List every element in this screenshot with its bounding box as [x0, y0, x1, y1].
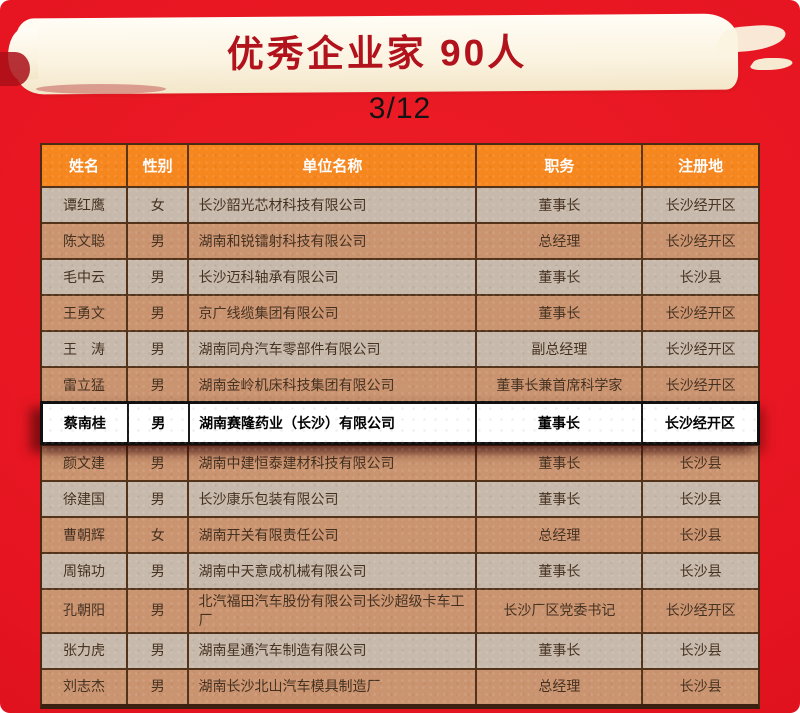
cell-name: 颜文建: [42, 444, 128, 480]
cell-location: 长沙县: [643, 444, 758, 480]
table-row-highlighted: 蔡南桂男湖南赛隆药业（长沙）有限公司 董事长 长沙经开区: [40, 401, 760, 445]
cell-name: 曹朝辉: [42, 516, 128, 552]
table-row: 曹朝辉女湖南开关有限责任公司 总经理 长沙县: [42, 516, 758, 552]
header-location: 注册地: [678, 158, 724, 175]
cell-name: 谭红鹰: [42, 186, 128, 222]
cell-position: 长沙厂区党委书记: [477, 588, 644, 632]
cell-location: 长沙县: [643, 667, 758, 704]
cell-position: 董事长: [477, 552, 644, 588]
entrepreneur-table: 姓名 性别 单位名称 职务 注册地 谭红鹰女长沙韶光芯材科技有限公司 董事长 长沙经…: [40, 143, 760, 709]
cell-company: 北汽福田汽车股份有限公司长沙超级卡车工厂: [189, 588, 478, 632]
cell-location: 长沙经开区: [643, 222, 758, 258]
cell-position: 董事长: [477, 404, 643, 442]
cell-gender: 男: [127, 667, 190, 704]
cell-company: 湖南同舟汽车零部件有限公司: [189, 330, 478, 366]
cell-position: 总经理: [477, 222, 644, 258]
cell-gender: 男: [127, 588, 190, 632]
cell-name: 雷立猛: [42, 366, 128, 402]
cell-location: 长沙县: [643, 480, 758, 516]
cell-gender: 男: [127, 330, 190, 366]
cell-position: 董事长: [477, 480, 644, 516]
cell-gender: 男: [128, 404, 191, 442]
table-row: 谭红鹰女长沙韶光芯材科技有限公司 董事长 长沙经开区: [42, 186, 758, 222]
header-gender: 性别: [128, 145, 190, 186]
table-row: 雷立猛男湖南金岭机床科技集团有限公司 董事长兼首席科学家 长沙经开区: [42, 366, 758, 402]
cell-location: 长沙经开区: [643, 366, 758, 402]
table-row: 毛中云男长沙迈科轴承有限公司 董事长 长沙县: [42, 258, 758, 294]
cell-company: 长沙康乐包装有限公司: [189, 480, 478, 516]
cell-position: 副总经理: [477, 330, 644, 366]
cell-location: 长沙县: [643, 516, 758, 552]
table-row: 孔朝阳男北汽福田汽车股份有限公司长沙超级卡车工厂 长沙厂区党委书记 长沙经开区: [42, 588, 758, 632]
table-row: 王勇文男京广线缆集团有限公司 董事长 长沙经开区: [42, 294, 758, 330]
table-row: 王 涛男湖南同舟汽车零部件有限公司 副总经理 长沙经开区: [42, 330, 758, 366]
cell-position: 董事长: [477, 294, 644, 330]
cell-location: 长沙县: [643, 631, 758, 668]
cell-name: 孔朝阳: [42, 588, 128, 632]
cell-gender: 男: [127, 222, 190, 258]
cell-position: 总经理: [477, 667, 644, 704]
cell-position: 董事长: [477, 186, 644, 222]
cell-gender: 女: [127, 516, 190, 552]
cell-company: 湖南长沙北山汽车模具制造厂: [189, 667, 478, 704]
table-row: 颜文建男湖南中建恒泰建材科技有限公司 董事长 长沙县: [42, 444, 758, 480]
table-row: 周锦功男湖南中天意成机械有限公司 董事长 长沙县: [42, 552, 758, 588]
cell-company: 湖南中天意成机械有限公司: [189, 552, 478, 588]
cell-gender: 女: [127, 186, 190, 222]
cell-location: 长沙经开区: [643, 588, 758, 632]
cell-location: 长沙经开区: [642, 404, 757, 442]
cell-position: 董事长兼首席科学家: [477, 366, 644, 402]
cell-position: 董事长: [477, 258, 644, 294]
cell-gender: 男: [127, 480, 190, 516]
brush-smudge: [0, 52, 30, 86]
cell-company: 京广线缆集团有限公司: [189, 294, 478, 330]
cell-name: 徐建国: [42, 480, 128, 516]
cell-location: 长沙县: [643, 258, 758, 294]
cell-name: 陈文聪: [42, 222, 128, 258]
table-row: 徐建国男长沙康乐包装有限公司 董事长 长沙县: [42, 480, 758, 516]
cell-company: 长沙韶光芯材科技有限公司: [189, 186, 478, 222]
cell-gender: 男: [127, 631, 190, 668]
cell-name: 刘志杰: [42, 667, 128, 704]
cell-gender: 男: [127, 366, 190, 402]
banner-title: 优秀企业家 90人: [226, 31, 528, 76]
cell-location: 长沙经开区: [643, 186, 758, 222]
brush-smudge: [36, 84, 166, 94]
cell-company: 湖南和锐镭射科技有限公司: [189, 222, 478, 258]
cell-location: 长沙经开区: [643, 330, 758, 366]
cell-position: 董事长: [477, 444, 644, 480]
brush-stroke-banner: 优秀企业家 90人: [15, 13, 739, 95]
cell-gender: 男: [127, 552, 190, 588]
cell-gender: 男: [127, 258, 190, 294]
header-company: 单位名称: [189, 145, 478, 186]
cell-company: 湖南星通汽车制造有限公司: [189, 631, 478, 668]
cell-company: 湖南金岭机床科技集团有限公司: [189, 366, 478, 402]
cell-company: 长沙迈科轴承有限公司: [189, 258, 478, 294]
cell-company: 湖南开关有限责任公司: [189, 516, 478, 552]
table-header-row: 姓名 性别 单位名称 职务 注册地: [42, 145, 758, 186]
table-row: 张力虎男湖南星通汽车制造有限公司 董事长 长沙县: [42, 631, 758, 668]
table-body: 谭红鹰女长沙韶光芯材科技有限公司 董事长 长沙经开区 陈文聪男湖南和锐镭射科技有限公司…: [40, 186, 760, 704]
cell-name: 周锦功: [42, 552, 128, 588]
cell-name: 蔡南桂: [43, 404, 129, 442]
cell-name: 王勇文: [42, 294, 128, 330]
page-indicator: 3/12: [368, 92, 432, 125]
cell-location: 长沙县: [643, 552, 758, 588]
cell-gender: 男: [127, 444, 190, 480]
cell-company: 湖南赛隆药业（长沙）有限公司: [190, 404, 478, 442]
table-row: 刘志杰男湖南长沙北山汽车模具制造厂 总经理 长沙县: [42, 667, 758, 704]
brush-fragment: [747, 58, 797, 70]
table-row: 陈文聪男湖南和锐镭射科技有限公司 总经理 长沙经开区: [42, 222, 758, 258]
cell-name: 张力虎: [42, 631, 128, 668]
cell-company: 湖南中建恒泰建材科技有限公司: [189, 444, 478, 480]
header-name: 姓名: [42, 145, 128, 186]
cell-position: 董事长: [477, 631, 644, 668]
cell-name: 王 涛: [42, 330, 128, 366]
cell-location: 长沙经开区: [643, 294, 758, 330]
cell-name: 毛中云: [42, 258, 128, 294]
cell-position: 总经理: [477, 516, 644, 552]
cell-gender: 男: [127, 294, 190, 330]
header-position: 职务: [477, 145, 644, 186]
